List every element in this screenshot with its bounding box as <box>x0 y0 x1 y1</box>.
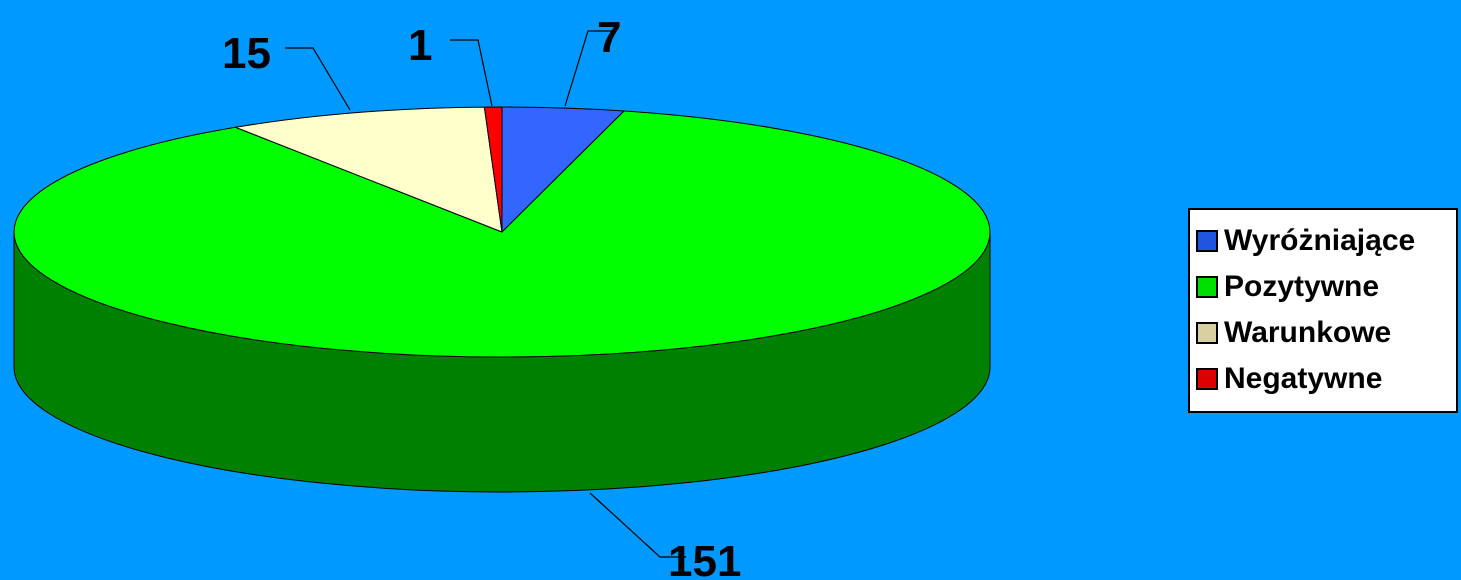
legend-item-warunkowe: Warunkowe <box>1196 310 1456 356</box>
leader-wyrozniajace <box>564 30 616 107</box>
legend-swatch-warunkowe <box>1196 322 1218 344</box>
data-label-warunkowe: 15 <box>222 29 271 78</box>
slice-negatywne <box>483 106 503 233</box>
legend-label-wyrozniajace: Wyróżniające <box>1224 224 1416 257</box>
legend-swatch-pozytywne <box>1196 276 1218 298</box>
legend-swatch-wyrozniajace <box>1196 230 1218 252</box>
data-label-negatywne: 1 <box>408 21 432 70</box>
legend-label-pozytywne: Pozytywne <box>1224 270 1380 303</box>
data-label-wyrozniajace: 7 <box>597 13 621 62</box>
legend: Wyróżniające Pozytywne Warunkowe Negatyw… <box>1188 208 1458 413</box>
legend-item-negatywne: Negatywne <box>1196 356 1456 402</box>
slice-warunkowe <box>233 106 503 233</box>
leader-warunkowe <box>285 47 351 111</box>
data-label-pozytywne: 151 <box>668 537 741 580</box>
legend-label-negatywne: Negatywne <box>1224 362 1383 395</box>
leader-negatywne <box>450 39 493 107</box>
pie-slices <box>13 106 991 358</box>
leader-lines <box>285 30 686 558</box>
slice-pozytywne <box>13 110 991 358</box>
leader-pozytywne <box>589 492 686 558</box>
legend-swatch-negatywne <box>1196 368 1218 390</box>
legend-label-warunkowe: Warunkowe <box>1224 316 1392 349</box>
legend-item-wyrozniajace: Wyróżniające <box>1196 218 1456 264</box>
legend-item-pozytywne: Pozytywne <box>1196 264 1456 310</box>
